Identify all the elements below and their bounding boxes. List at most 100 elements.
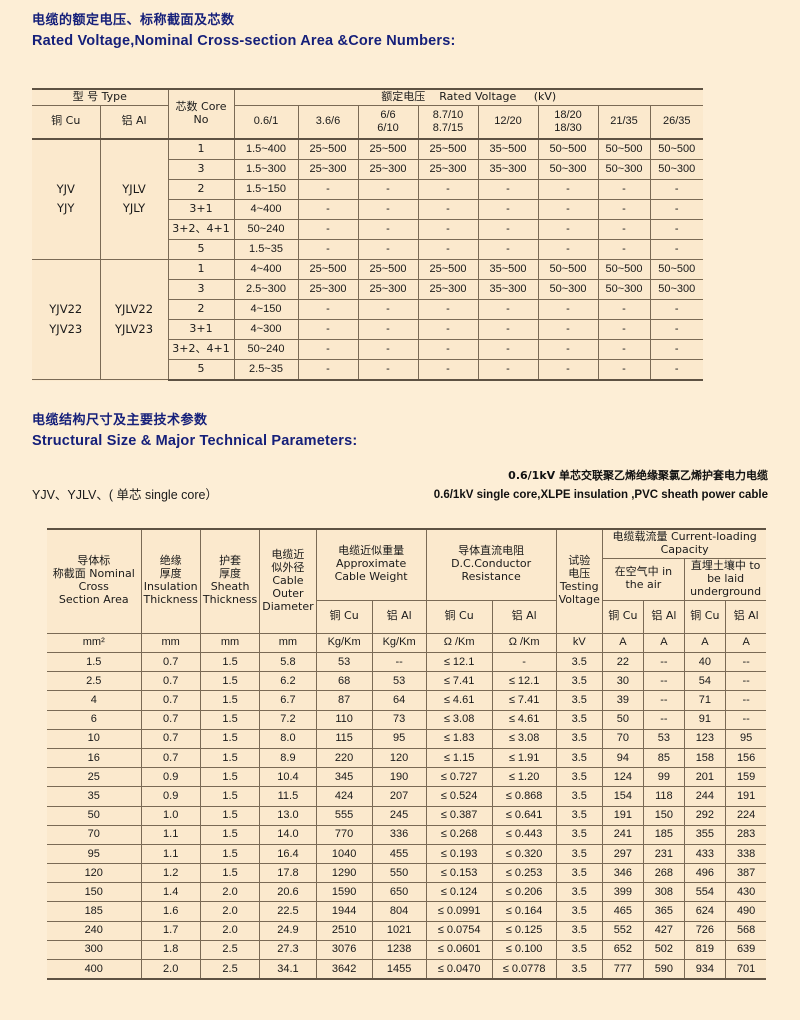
table-cell: 1.5 (199, 767, 261, 788)
table-cell: 1.0 (140, 805, 201, 826)
section1-title-cn: 电缆的额定电压、标称截面及芯数 (32, 12, 235, 27)
table-cell: 1.5 (199, 652, 261, 673)
table-cell: 0.9 (140, 786, 201, 807)
table-cell: 201 (683, 767, 726, 788)
cell-voltage-range: 50~500 (597, 137, 651, 160)
cell-voltage-range: - (477, 178, 539, 200)
table-cell: 6 (47, 709, 142, 730)
table-row: 400 2.0 2.5 34.1 3642 1455 ≤ 0.0470 ≤ 0.0778 3.5… (47, 959, 767, 981)
cell-voltage-range: - (357, 198, 419, 220)
table-cell: 3.5 (555, 747, 603, 769)
th-capacity-cn: 电缆载流量 (612, 530, 668, 543)
th-insulation-thickness: 绝缘 厚度 Insulation Thickness (140, 527, 201, 634)
table2-header-row-3: 铜 Cu 铝 Al 铜 Cu 铝 Al 铜 Cu (47, 599, 767, 634)
table-cell: 427 (642, 920, 685, 941)
table-cell: ≤ 0.125 (491, 920, 557, 941)
cell-voltage-range: - (417, 218, 479, 240)
table-cell: 94 (601, 747, 644, 769)
table-row: 25 0.9 1.5 10.4 345 190 ≤ 0.727 ≤ 1.20 3.5 124 99 2… (47, 767, 767, 788)
cell-voltage-range: - (477, 338, 539, 360)
cell-voltage-range: - (297, 338, 359, 360)
table-cell: 6.7 (259, 690, 317, 711)
table-cell: 0.7 (140, 709, 201, 730)
table1-body: YJV YJY YJLV YJLY 1 1.5~400 25~500 25~500 25~500… (32, 137, 703, 381)
cell-unit: Kg/Km (371, 632, 427, 654)
th-testing-en: Testing Voltage (558, 580, 600, 607)
table-cell: ≤ 12.1 (491, 671, 557, 692)
table-cell: 1.5 (199, 843, 261, 865)
table1-header-row-1: 型 号 Type 芯数 Core No 额定电压 Rated Voltage (… (32, 87, 703, 140)
cell-voltage-range: - (417, 178, 479, 200)
table-cell: 365 (642, 901, 685, 922)
table-cell: 53 (371, 671, 427, 692)
th-cable-outer-diameter: 电缆近 似外径 Cable Outer Diameter (259, 527, 317, 634)
table-cell: 1.5 (199, 671, 261, 692)
table-cell: 496 (683, 863, 726, 884)
table-cell: 590 (642, 959, 685, 981)
table-cell: 0.9 (140, 767, 201, 788)
th-type-cu: 铜 Cu (32, 104, 101, 140)
table-cell: 115 (315, 728, 373, 749)
cell-voltage-range: - (597, 198, 651, 220)
cell-voltage-range: 25~300 (417, 278, 479, 300)
table-cell: 1290 (315, 863, 373, 884)
cell-voltage-range: - (417, 338, 479, 360)
table-cell: 770 (315, 824, 373, 845)
table-row: 150 1.4 2.0 20.6 1590 650 ≤ 0.124 ≤ 0.206 3.5 399… (47, 882, 767, 903)
cell-voltage-range: - (417, 238, 479, 260)
table-cell: 268 (642, 863, 685, 884)
table-cell: 95 (371, 728, 427, 749)
table-cell: 70 (601, 728, 644, 749)
th-air-al: 铝 Al (642, 599, 685, 634)
table-cell: 16 (47, 747, 142, 769)
cell-voltage-range: 50~300 (597, 278, 651, 300)
th-weight-en: Approximate Cable Weight (334, 557, 408, 584)
table-cell: ≤ 0.0601 (425, 939, 493, 961)
th-capacity-group: 电缆载流量 Current-loading Capacity (601, 527, 767, 559)
table-cell: 1.1 (140, 843, 201, 865)
cell-voltage-range: 50~500 (537, 258, 599, 280)
cell-voltage-range: 25~500 (417, 137, 479, 160)
table-cell: 27.3 (259, 939, 317, 961)
th-capacity-en: Current-loading Capacity (660, 530, 757, 556)
table-cell: -- (642, 671, 685, 692)
cell-voltage-range: - (297, 298, 359, 320)
table-cell: 8.0 (259, 728, 317, 749)
table-cell: 22.5 (259, 901, 317, 922)
th-cable-weight-group: 电缆近似重量 Approximate Cable Weight (315, 527, 427, 601)
cell-voltage-range: - (537, 238, 599, 260)
table-cell: 123 (683, 728, 726, 749)
table-cell: 3.5 (555, 786, 603, 807)
table-cell: 283 (724, 824, 767, 845)
th-voltage-4: 12/20 (477, 104, 539, 140)
table1-row: 3 1.5~300 25~300 25~300 25~300 35~300 50~300 50… (32, 158, 703, 180)
table-cell: 1.7 (140, 920, 201, 941)
table-cell: ≤ 0.0991 (425, 901, 493, 922)
table-cell: 3.5 (555, 728, 603, 749)
th-nominal-cross-section: 导体标 称截面 Nominal Cross Section Area (47, 527, 142, 634)
th-core-no: 芯数 Core No (167, 88, 235, 140)
table-row: 70 1.1 1.5 14.0 770 336 ≤ 0.268 ≤ 0.443 3.5 241 18… (47, 824, 767, 845)
cell-voltage-range: 1.5~400 (233, 137, 299, 160)
table-cell: 2.5 (47, 671, 142, 692)
table-cell: ≤ 0.0778 (491, 959, 557, 981)
th-voltage-3: 8.7/10 8.7/15 (417, 104, 479, 140)
table-cell: 650 (371, 882, 427, 903)
table-cell: 20.6 (259, 882, 317, 903)
table-cell: 124 (601, 767, 644, 788)
cell-voltage-range: 50~500 (597, 258, 651, 280)
table-cell: 1.5 (199, 786, 261, 807)
table-cell: 156 (724, 747, 767, 769)
cell-voltage-range: 2.5~35 (233, 358, 299, 381)
cell-voltage-range: 25~500 (417, 258, 479, 280)
table-cell: 53 (642, 728, 685, 749)
table-cell: 118 (642, 786, 685, 807)
table-cell: 300 (47, 939, 142, 961)
th-resistance-al: 铝 Al (491, 599, 557, 634)
table-cell: 99 (642, 767, 685, 788)
structural-size-table-wrapper: 导体标 称截面 Nominal Cross Section Area 绝缘 厚度 In… (47, 527, 767, 981)
cell-voltage-range: - (477, 358, 539, 381)
cell-unit: mm² (47, 632, 142, 654)
rated-voltage-table: 型 号 Type 芯数 Core No 额定电压 Rated Voltage (… (32, 87, 703, 381)
cell-voltage-range: 50~300 (597, 158, 651, 180)
